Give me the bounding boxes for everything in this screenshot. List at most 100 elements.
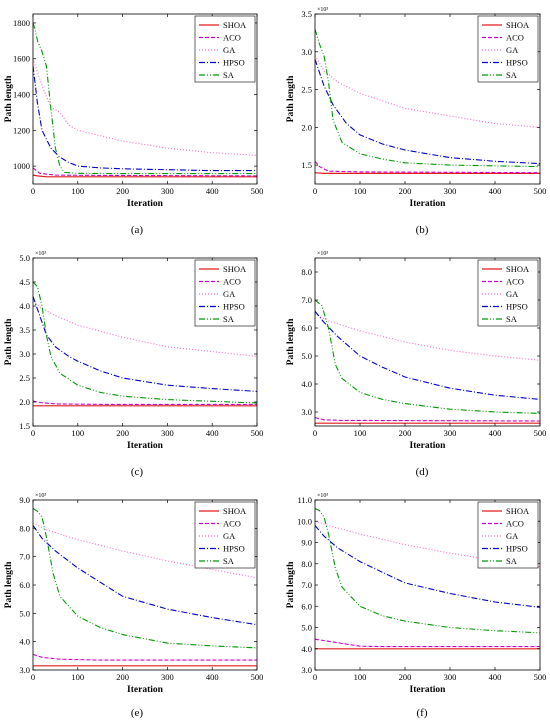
panel-label: (b) bbox=[416, 224, 429, 236]
y-tick-label: 9.0 bbox=[301, 538, 312, 548]
y-exponent-label: ×10³ bbox=[35, 493, 46, 499]
x-tick-label: 100 bbox=[71, 672, 84, 682]
legend-label: GA bbox=[506, 289, 519, 299]
y-tick-label: 9.0 bbox=[19, 495, 30, 505]
x-tick-label: 400 bbox=[489, 428, 502, 438]
chart-panel: 0 100 200 300 400 500 3.0 4.0 5.0 6.0 7.0 8.0 9.0 ×10… bbox=[4, 493, 263, 719]
x-axis-label: Iteration bbox=[127, 685, 164, 695]
chart-panel: 0 100 200 300 400 500 1000 1200 1400 1600 1800 Iter… bbox=[4, 13, 264, 236]
series-line-hpso bbox=[33, 525, 257, 626]
x-tick-label: 200 bbox=[399, 186, 412, 196]
series-line-shoa bbox=[315, 172, 540, 174]
y-tick-label: 7.0 bbox=[301, 580, 312, 590]
legend-label: ACO bbox=[506, 277, 524, 287]
series-line-hpso bbox=[315, 310, 540, 400]
plot-frame bbox=[314, 257, 541, 427]
y-tick-label: 7.0 bbox=[301, 295, 312, 305]
legend-label: SA bbox=[506, 70, 518, 80]
x-tick-label: 300 bbox=[444, 672, 457, 682]
series-line-ga bbox=[315, 55, 540, 128]
panel-label: (f) bbox=[417, 707, 428, 719]
chart-panel: 0 100 200 300 400 500 1.5 2.0 2.5 3.0 3.5 ×10³ Itera… bbox=[286, 7, 546, 236]
y-tick-label: 6.0 bbox=[301, 323, 312, 333]
legend-label: SA bbox=[223, 314, 235, 324]
series-line-aco bbox=[315, 417, 540, 422]
x-tick-label: 300 bbox=[161, 672, 174, 682]
legend-label: SHOA bbox=[506, 264, 530, 274]
y-tick-label: 5.0 bbox=[19, 608, 30, 618]
x-tick-label: 300 bbox=[161, 428, 174, 438]
y-tick-label: 8.0 bbox=[19, 523, 30, 533]
series-line-ga bbox=[33, 522, 257, 579]
y-tick-label: 3.0 bbox=[301, 665, 312, 675]
legend-label: SHOA bbox=[223, 264, 247, 274]
y-axis-label: Path length bbox=[4, 561, 14, 608]
y-tick-label: 2.5 bbox=[19, 373, 30, 383]
series-line-hpso bbox=[315, 525, 540, 608]
series-line-shoa bbox=[33, 174, 257, 178]
series-line-hpso bbox=[33, 296, 257, 392]
legend-box bbox=[194, 501, 256, 569]
y-tick-label: 1800 bbox=[13, 18, 30, 28]
legend-label: SA bbox=[506, 556, 518, 566]
legend-label: SA bbox=[223, 556, 235, 566]
legend-box bbox=[194, 15, 256, 83]
legend-label: HPSO bbox=[506, 58, 528, 68]
x-tick-label: 0 bbox=[31, 428, 35, 438]
chart-panel: 0 100 200 300 400 500 1.5 2.0 2.5 3.0 3.5 4.0 4.5 5.0… bbox=[4, 251, 263, 478]
legend-label: ACO bbox=[506, 519, 524, 529]
panel-label: (d) bbox=[416, 466, 429, 478]
legend-label: SHOA bbox=[506, 506, 530, 516]
y-tick-label: 10.0 bbox=[297, 516, 312, 526]
y-tick-label: 5.0 bbox=[19, 253, 30, 263]
series-line-sa bbox=[315, 28, 540, 168]
chart-panel: 0 100 200 300 400 500 3.0 4.0 5.0 6.0 7.0 8.0 9.0 10.… bbox=[286, 493, 546, 719]
y-tick-label: 4.0 bbox=[19, 301, 30, 311]
x-tick-label: 200 bbox=[116, 672, 129, 682]
y-tick-label: 1400 bbox=[13, 90, 30, 100]
legend-label: ACO bbox=[506, 33, 524, 43]
series-line-sa bbox=[315, 299, 540, 414]
y-tick-label: 1.5 bbox=[19, 421, 30, 431]
series-line-sa bbox=[33, 281, 257, 404]
y-tick-label: 7.0 bbox=[19, 552, 30, 562]
legend: SHOA ACO GA HPSO SA bbox=[194, 501, 256, 569]
x-tick-label: 300 bbox=[161, 186, 174, 196]
legend-label: SHOA bbox=[506, 20, 530, 30]
legend: SHOA ACO GA HPSO SA bbox=[477, 501, 539, 569]
y-tick-label: 3.0 bbox=[301, 47, 312, 57]
legend-label: HPSO bbox=[223, 302, 245, 312]
x-tick-label: 200 bbox=[399, 672, 412, 682]
y-axis-label: Path length bbox=[286, 318, 296, 365]
y-exponent-label: ×10³ bbox=[317, 493, 328, 499]
legend-label: SA bbox=[506, 314, 518, 324]
y-tick-label: 1000 bbox=[13, 161, 30, 171]
y-tick-label: 1.5 bbox=[301, 160, 312, 170]
legend: SHOA ACO GA HPSO SA bbox=[194, 15, 256, 83]
x-tick-label: 300 bbox=[444, 428, 457, 438]
x-axis-label: Iteration bbox=[127, 441, 164, 451]
x-tick-label: 500 bbox=[251, 672, 264, 682]
legend: SHOA ACO GA HPSO SA bbox=[477, 259, 539, 327]
x-tick-label: 300 bbox=[444, 186, 457, 196]
x-tick-label: 100 bbox=[354, 186, 367, 196]
y-tick-label: 3.0 bbox=[19, 349, 30, 359]
legend-label: HPSO bbox=[223, 544, 245, 554]
x-tick-label: 100 bbox=[71, 186, 84, 196]
x-tick-label: 500 bbox=[251, 428, 264, 438]
y-tick-label: 6.0 bbox=[301, 601, 312, 611]
legend-label: ACO bbox=[223, 33, 241, 43]
x-tick-label: 100 bbox=[354, 672, 367, 682]
x-tick-label: 500 bbox=[251, 186, 264, 196]
legend-label: GA bbox=[223, 289, 236, 299]
y-tick-label: 3.0 bbox=[301, 407, 312, 417]
y-exponent-label: ×10³ bbox=[317, 251, 328, 257]
legend-label: HPSO bbox=[506, 544, 528, 554]
legend-label: SHOA bbox=[223, 506, 247, 516]
x-tick-label: 200 bbox=[399, 428, 412, 438]
legend-box bbox=[477, 259, 539, 327]
series-line-aco bbox=[315, 160, 540, 174]
x-tick-label: 0 bbox=[313, 428, 317, 438]
x-tick-label: 400 bbox=[206, 672, 219, 682]
